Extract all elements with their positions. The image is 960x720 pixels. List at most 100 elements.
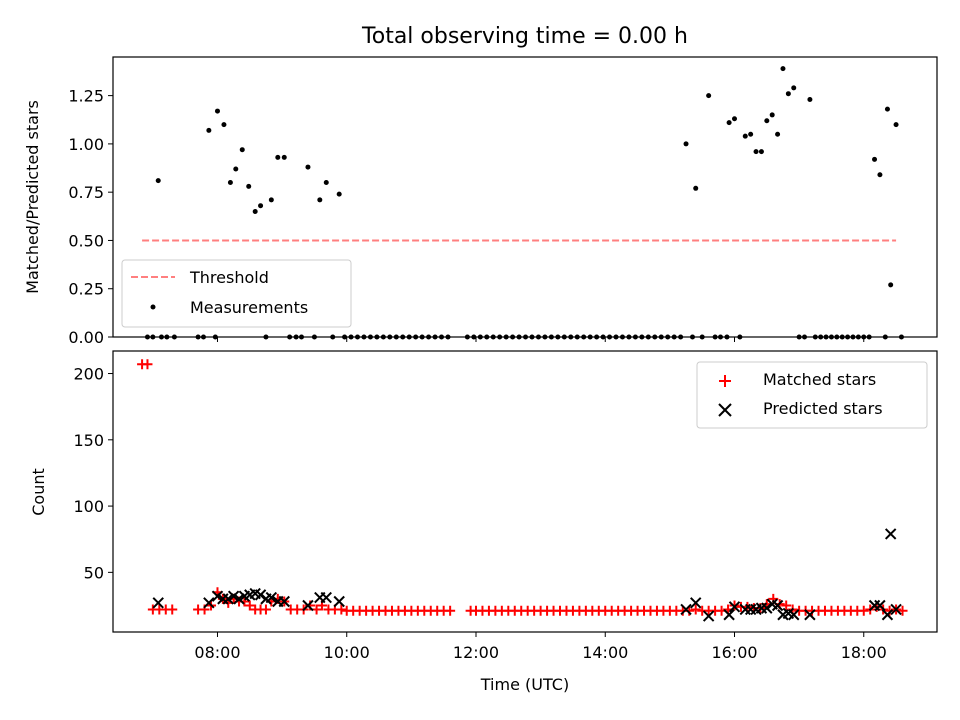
top-y-tick-label: 0.00 (68, 328, 104, 347)
bottom-y-axis: 50 100 150 200 (73, 365, 113, 582)
bottom-x-tick-label: 12:00 (453, 643, 499, 662)
measurement-point (317, 197, 323, 203)
predicted-star-point (333, 595, 345, 608)
measurement-point (748, 131, 754, 137)
bottom-x-axis: 08:00 10:00 12:00 14:00 16:00 18:00 (194, 632, 887, 662)
measurement-point (275, 154, 281, 160)
top-y-axis-label: Matched/Predicted stars (23, 100, 42, 294)
bottom-y-axis-label: Count (29, 468, 48, 516)
matched-star-point (167, 604, 178, 615)
measurement-point (780, 66, 786, 72)
matched-star-point (142, 359, 153, 370)
bottom-y-tick-label: 100 (73, 497, 104, 516)
top-legend: Threshold Measurements (121, 259, 352, 328)
measurement-point (785, 91, 791, 97)
top-legend-box (121, 259, 352, 328)
top-y-tick-label: 0.50 (68, 231, 104, 250)
matched-star-point (336, 604, 347, 615)
predicted-star-point (203, 597, 215, 609)
bottom-x-tick-label: 14:00 (582, 643, 628, 662)
matched-star-point (260, 604, 271, 615)
measurement-point (281, 154, 287, 160)
top-y-axis: 0.00 0.25 0.50 0.75 1.00 1.25 (68, 87, 113, 347)
measurement-point (305, 164, 311, 170)
measurement-point (877, 172, 883, 178)
measurement-point (206, 127, 212, 133)
bottom-y-tick-label: 50 (84, 563, 104, 582)
measurement-point (872, 156, 878, 162)
measurement-point (732, 116, 738, 122)
bottom-y-tick-label: 150 (73, 431, 104, 450)
top-y-tick-label: 1.00 (68, 135, 104, 154)
measurement-point (258, 203, 264, 209)
measurement-point (807, 96, 813, 102)
measurement-point (726, 120, 732, 126)
top-y-tick-label: 0.75 (68, 183, 104, 202)
measurement-point (239, 147, 245, 153)
predicted-star-point (723, 609, 735, 621)
predicted-star-point (890, 603, 902, 616)
predicted-stars-legend-label: Predicted stars (763, 399, 883, 418)
predicted-star-point (690, 597, 702, 609)
matched-star-point (781, 600, 792, 611)
bottom-legend-box (696, 361, 928, 429)
predicted-star-point (702, 610, 715, 622)
predicted-star-point (804, 609, 816, 621)
measurement-point (683, 141, 689, 147)
matched-star-point (445, 605, 456, 616)
predicted-star-point (881, 609, 894, 621)
matched-stars-legend-label: Matched stars (763, 370, 876, 389)
top-y-tick-label: 0.25 (68, 280, 104, 299)
measurement-point (336, 191, 342, 197)
predicted-star-point (302, 599, 314, 612)
measurement-point (246, 183, 252, 189)
matched-star-point (897, 605, 908, 616)
bottom-panel: 50 100 150 200 08:00 10:00 12:00 14:00 16:00 18:… (29, 350, 938, 694)
measurement-point (753, 149, 759, 155)
measurement-point (323, 180, 329, 186)
chart-title: Total observing time = 0.00 h (361, 24, 688, 49)
measurement-point (888, 282, 894, 288)
predicted-star-point (320, 591, 332, 604)
predicted-star-point (874, 599, 886, 612)
matched-star-point (690, 604, 701, 615)
top-x-axis (216, 337, 865, 342)
measurement-point (775, 131, 781, 137)
bottom-x-tick-label: 16:00 (711, 643, 757, 662)
bottom-axes-frame (112, 350, 938, 633)
predicted-star-point (884, 528, 897, 540)
measurement-point (693, 185, 699, 191)
measurement-point (893, 122, 899, 128)
top-axes-frame (112, 56, 938, 338)
bottom-x-tick-label: 08:00 (194, 643, 240, 662)
predicted-star-point (265, 591, 278, 604)
predicted-star-point (771, 599, 784, 612)
top-y-tick-label: 1.25 (68, 87, 104, 106)
bottom-x-tick-label: 18:00 (841, 643, 887, 662)
matched-star-point (884, 605, 895, 616)
measurement-point (252, 208, 258, 214)
predicted-star-point (152, 597, 164, 609)
measurement-point (742, 133, 748, 139)
bottom-y-tick-label: 200 (73, 365, 104, 384)
measurements-legend-label: Measurements (190, 298, 308, 317)
measurement-point (227, 180, 233, 186)
predicted-star-point (728, 601, 741, 613)
measurement-point (268, 197, 274, 203)
measurement-point (221, 122, 227, 128)
predicted-star-point (788, 609, 800, 621)
measurements-legend-swatch (150, 304, 156, 310)
predicted-star-point (680, 603, 692, 616)
bottom-x-tick-label: 10:00 (324, 643, 370, 662)
measurement-point (214, 108, 220, 114)
bottom-x-axis-label: Time (UTC) (480, 675, 569, 694)
threshold-legend-label: Threshold (189, 268, 269, 287)
measurement-point (233, 166, 239, 172)
measurement-point (769, 112, 775, 118)
measurement-point (884, 106, 890, 112)
measurement-point (764, 118, 770, 124)
top-panel: 0.00 0.25 0.50 0.75 1.00 1.25 Matched/Predict… (23, 56, 938, 347)
measurement-point (791, 85, 797, 91)
matched-star-point (244, 600, 255, 611)
